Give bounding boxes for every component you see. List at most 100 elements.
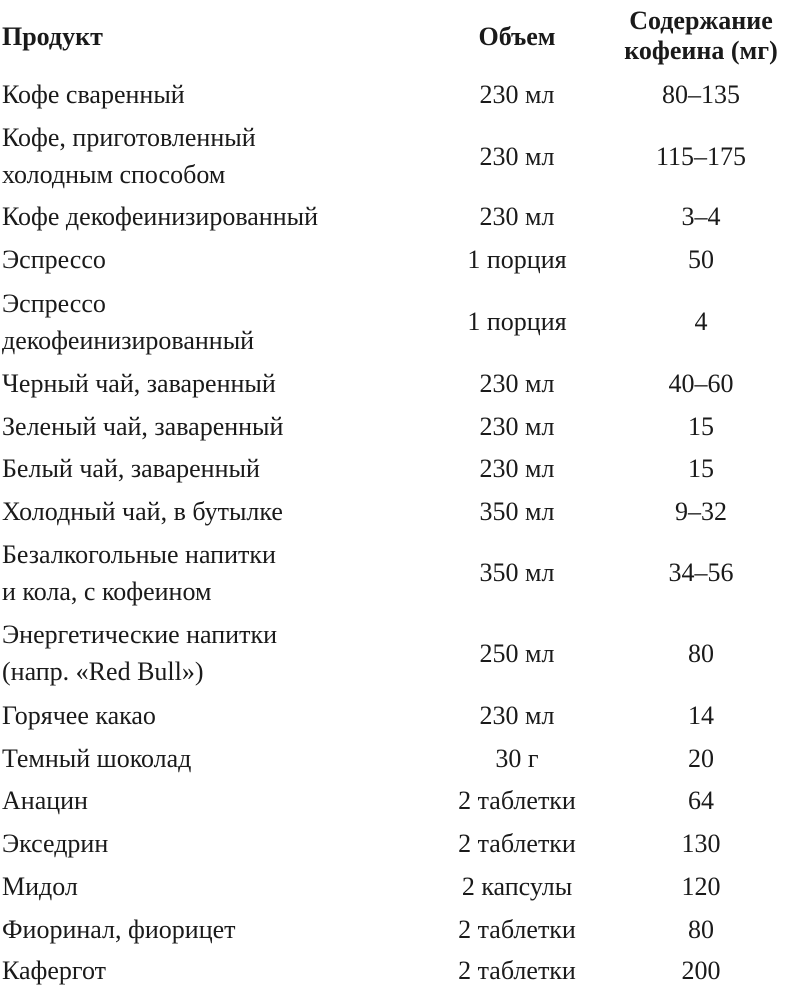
caffeine-cell: 4 (694, 307, 708, 336)
product-name-line: Кафергот (2, 955, 106, 985)
product-cell: Энергетические напитки (напр. «Red Bull») (0, 612, 422, 694)
volume-cell: 2 таблетки (458, 915, 576, 944)
product-name-line: Темный шоколад (2, 743, 192, 773)
product-cell: Кофе сваренный (0, 72, 422, 117)
product-cell: Белый чай, заваренный (0, 447, 422, 490)
product-cell: Холодный чай, в бутылке (0, 490, 422, 533)
product-cell: Безалкогольные напитки и кола, с кофеином (0, 533, 422, 612)
table-row: Кофе сваренный 230 мл 80–135 (0, 72, 790, 117)
volume-cell: 1 порция (467, 307, 567, 336)
table-row: Зеленый чай, заваренный 230 мл 15 (0, 405, 790, 447)
product-name-line: Кофе, приготовленный (2, 123, 256, 152)
table-row: Кофе декофеинизированный 230 мл 3–4 (0, 195, 790, 238)
table-row: Холодный чай, в бутылке 350 мл 9–32 (0, 490, 790, 533)
volume-cell: 30 г (495, 743, 539, 773)
product-cell: Эспрессо (0, 238, 422, 281)
volume-cell: 230 мл (479, 202, 555, 231)
volume-cell: 350 мл (479, 497, 555, 526)
caffeine-cell: 3–4 (681, 202, 721, 231)
product-name-line: Анацин (2, 786, 88, 815)
table-row: Энергетические напитки (напр. «Red Bull»)… (0, 612, 790, 694)
caffeine-cell: 120 (681, 872, 721, 901)
caffeine-cell: 130 (681, 829, 721, 858)
volume-cell: 350 мл (479, 558, 555, 587)
volume-cell: 1 порция (467, 245, 567, 274)
product-cell: Эспрессо декофеинизированный (0, 281, 422, 362)
volume-cell: 230 мл (479, 454, 555, 483)
volume-cell: 230 мл (479, 369, 555, 398)
table-row: Кофе, приготовленный холодным способом 230… (0, 117, 790, 195)
product-name-line: и кола, с кофеином (2, 576, 212, 606)
product-name-line: Зеленый чай, заваренный (2, 411, 284, 441)
caffeine-cell: 15 (688, 454, 714, 483)
product-name-line: (напр. «Red Bull») (2, 657, 204, 686)
product-name-line: Экседрин (2, 829, 109, 858)
product-cell: Мидол (0, 865, 422, 908)
caffeine-cell: 64 (688, 786, 714, 815)
volume-cell: 250 мл (479, 638, 555, 668)
caffeine-cell: 15 (688, 411, 714, 441)
volume-cell: 2 капсулы (461, 872, 573, 901)
volume-cell: 230 мл (479, 80, 555, 109)
product-name-line: Энергетические напитки (2, 620, 277, 649)
product-cell: Анацин (0, 779, 422, 822)
product-name-line: Черный чай, заваренный (2, 369, 276, 398)
product-cell: Горячее какао (0, 694, 422, 737)
table-row: Горячее какао 230 мл 14 (0, 694, 790, 737)
caffeine-cell: 80–135 (662, 80, 740, 109)
caffeine-cell: 9–32 (675, 497, 727, 526)
volume-cell: 230 мл (479, 141, 555, 171)
product-cell: Фиоринал, фиорицет (0, 908, 422, 951)
header-row: Продукт Объем Содержание кофеина (мг) (0, 0, 790, 72)
product-cell: Кофе декофеинизированный (0, 195, 422, 238)
header-volume: Объем (478, 21, 556, 51)
table-row: Безалкогольные напитки и кола, с кофеином… (0, 533, 790, 612)
product-cell: Зеленый чай, заваренный (0, 405, 422, 447)
table-row: Кафергот 2 таблетки 200 (0, 951, 790, 989)
product-name-line: Кофе сваренный (2, 80, 185, 109)
product-name-line: Мидол (2, 872, 78, 901)
product-name-line: Эспрессо (2, 245, 106, 274)
table-row: Эспрессо декофеинизированный 1 порция 4 (0, 281, 790, 362)
product-name-line: Эспрессо (2, 288, 106, 318)
caffeine-cell: 200 (681, 955, 721, 985)
product-cell: Кофе, приготовленный холодным способом (0, 117, 422, 195)
table-row: Эспрессо 1 порция 50 (0, 238, 790, 281)
table-row: Фиоринал, фиорицет 2 таблетки 80 (0, 908, 790, 951)
caffeine-cell: 14 (688, 701, 714, 730)
product-name-line: Белый чай, заваренный (2, 454, 260, 483)
table-row: Экседрин 2 таблетки 130 (0, 822, 790, 865)
volume-cell: 2 таблетки (458, 829, 576, 858)
volume-cell: 230 мл (479, 411, 555, 441)
volume-cell: 230 мл (479, 701, 555, 730)
volume-cell: 2 таблетки (458, 955, 576, 985)
product-cell: Черный чай, заваренный (0, 362, 422, 405)
caffeine-cell: 20 (688, 743, 714, 773)
header-product: Продукт (2, 21, 103, 51)
table-row: Мидол 2 капсулы 120 (0, 865, 790, 908)
product-name-line: Фиоринал, фиорицет (2, 915, 236, 944)
product-name-line: холодным способом (2, 160, 226, 189)
product-name-line: Кофе декофеинизированный (2, 202, 319, 231)
product-name-line: Безалкогольные напитки (2, 539, 276, 569)
caffeine-cell: 50 (688, 245, 714, 274)
product-name-line: Холодный чай, в бутылке (2, 497, 283, 526)
product-cell: Кафергот (0, 951, 422, 989)
table-row: Анацин 2 таблетки 64 (0, 779, 790, 822)
header-caffeine-line1: Содержание (629, 6, 773, 35)
product-name-line: Горячее какао (2, 701, 156, 730)
product-cell: Темный шоколад (0, 737, 422, 779)
caffeine-cell: 115–175 (655, 141, 747, 171)
caffeine-cell: 80 (688, 638, 714, 668)
header-caffeine-line2: кофеина (мг) (624, 36, 778, 65)
table-row: Темный шоколад 30 г 20 (0, 737, 790, 779)
table-row: Белый чай, заваренный 230 мл 15 (0, 447, 790, 490)
table-row: Черный чай, заваренный 230 мл 40–60 (0, 362, 790, 405)
caffeine-cell: 40–60 (668, 369, 734, 398)
product-cell: Экседрин (0, 822, 422, 865)
header-caffeine: Содержание кофеина (мг) (612, 0, 790, 72)
product-name-line: декофеинизированный (2, 325, 255, 355)
caffeine-cell: 34–56 (668, 558, 734, 587)
caffeine-cell: 80 (688, 915, 714, 944)
